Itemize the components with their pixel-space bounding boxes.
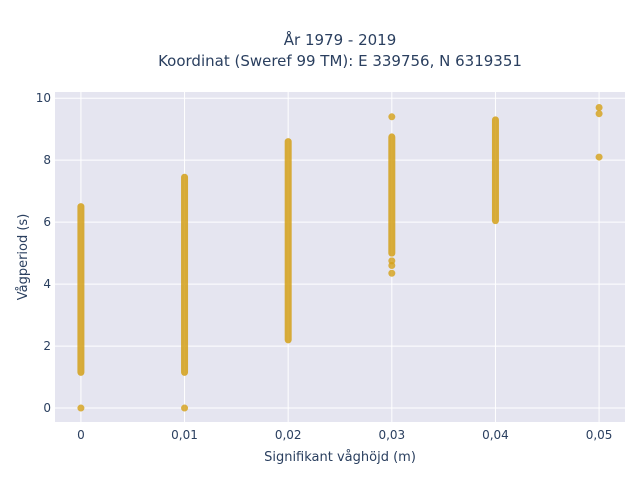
x-tick-label-2: 0,02 [275,428,302,442]
data-point-0-0 [77,404,85,412]
y-axis-title: Vågperiod (s) [16,214,31,301]
marker-column-3-0 [388,133,396,257]
data-point-5-1 [595,110,603,118]
x-axis-ticks: 0 0,01 0,02 0,03 0,04 0,05 [77,428,612,442]
data-point-5-2 [595,103,603,111]
y-tick-label-1: 2 [43,339,51,353]
y-tick-label-4: 8 [43,153,51,167]
marker-column-0-0 [77,203,85,376]
marker-column-1-0 [181,173,189,376]
x-tick-label-0: 0 [77,428,85,442]
x-tick-label-1: 0,01 [171,428,198,442]
data-point-5-0 [595,153,603,161]
data-markers [77,103,603,412]
chart-title-line1: År 1979 - 2019 [284,30,397,49]
data-point-3-0 [388,269,396,277]
plot-area [55,92,625,422]
y-tick-label-3: 6 [43,215,51,229]
marker-column-2-0 [284,138,292,344]
y-tick-label-5: 10 [36,91,51,105]
x-tick-label-5: 0,05 [586,428,613,442]
y-tick-label-2: 4 [43,277,51,291]
marker-column-4-0 [491,116,499,225]
data-point-3-3 [388,113,396,121]
chart-title-line2: Koordinat (Sweref 99 TM): E 339756, N 63… [158,52,522,70]
y-tick-label-0: 0 [43,401,51,415]
y-axis-ticks: 0 2 4 6 8 10 [36,91,51,415]
data-point-3-2 [388,257,396,265]
x-axis-title: Signifikant våghöjd (m) [264,450,416,465]
x-tick-label-3: 0,03 [378,428,405,442]
data-point-1-0 [181,404,189,412]
x-tick-label-4: 0,04 [482,428,509,442]
